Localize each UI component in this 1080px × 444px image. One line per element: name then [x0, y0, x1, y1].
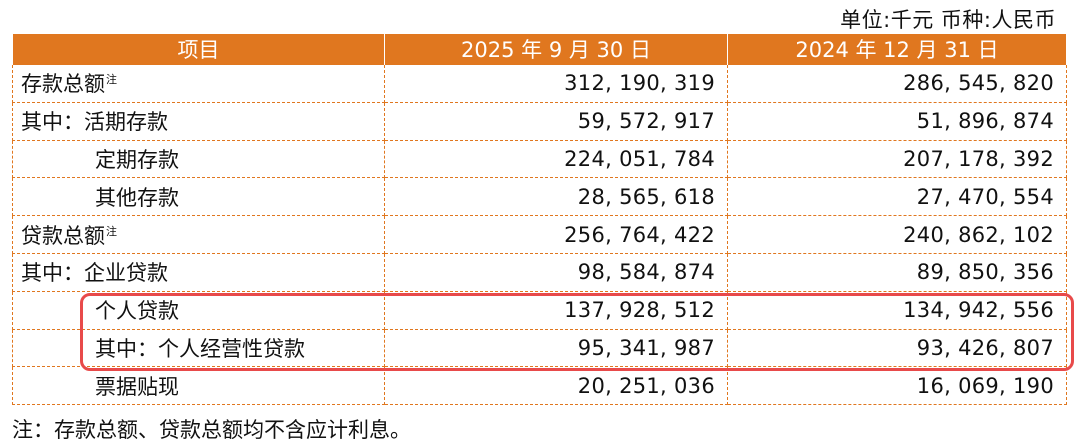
table-header-row: 项目 2025 年 9 月 30 日 2024 年 12 月 31 日: [12, 34, 1067, 65]
value-2024: 27, 470, 554: [727, 177, 1067, 217]
row-label: 其中：企业贷款: [12, 252, 385, 292]
row-label: 其他存款: [12, 177, 385, 217]
header-item: 项目: [12, 34, 385, 65]
table-row: 其中：企业贷款 98, 584, 874 89, 850, 356: [12, 252, 1067, 292]
row-label: 其中：个人经营性贷款: [12, 328, 385, 368]
header-2025-09-30: 2025 年 9 月 30 日: [384, 34, 728, 65]
row-label: 个人贷款: [12, 290, 385, 330]
value-2024: 89, 850, 356: [727, 252, 1067, 292]
value-2024: 16, 069, 190: [727, 366, 1067, 406]
table-row: 个人贷款 137, 928, 512 134, 942, 556: [12, 290, 1067, 330]
value-2024: 286, 545, 820: [727, 64, 1067, 103]
footnote: 注：存款总额、贷款总额均不含应计利息。: [12, 418, 411, 442]
value-2025: 98, 584, 874: [384, 252, 728, 292]
value-2025: 224, 051, 784: [384, 139, 728, 179]
unit-currency-note: 单位:千元 币种:人民币: [840, 8, 1056, 32]
table-row: 贷款总额注 256, 764, 422 240, 862, 102: [12, 215, 1067, 254]
header-2024-12-31: 2024 年 12 月 31 日: [727, 34, 1067, 65]
table-row: 票据贴现 20, 251, 036 16, 069, 190: [12, 366, 1067, 406]
value-2025: 20, 251, 036: [384, 366, 728, 406]
row-label: 其中：活期存款: [12, 101, 385, 141]
value-2025: 95, 341, 987: [384, 328, 728, 368]
table-row: 其中：活期存款 59, 572, 917 51, 896, 874: [12, 101, 1067, 141]
deposits-loans-table: 项目 2025 年 9 月 30 日 2024 年 12 月 31 日 存款总额…: [12, 34, 1067, 406]
table-row: 定期存款 224, 051, 784 207, 178, 392: [12, 139, 1067, 179]
row-label: 票据贴现: [12, 366, 385, 406]
row-label: 存款总额注: [12, 64, 385, 103]
row-label-text: 存款总额: [21, 72, 105, 97]
table-row: 其中：个人经营性贷款 95, 341, 987 93, 426, 807: [12, 328, 1067, 368]
row-label-text: 贷款总额: [21, 223, 105, 248]
value-2024: 93, 426, 807: [727, 328, 1067, 368]
value-2024: 134, 942, 556: [727, 290, 1067, 330]
note-marker: 注: [106, 73, 117, 87]
value-2024: 51, 896, 874: [727, 101, 1067, 141]
value-2025: 28, 565, 618: [384, 177, 728, 217]
value-2025: 312, 190, 319: [384, 64, 728, 103]
value-2025: 137, 928, 512: [384, 290, 728, 330]
row-label: 定期存款: [12, 139, 385, 179]
value-2025: 256, 764, 422: [384, 215, 728, 254]
table-row: 其他存款 28, 565, 618 27, 470, 554: [12, 177, 1067, 217]
value-2024: 240, 862, 102: [727, 215, 1067, 254]
note-marker: 注: [106, 224, 117, 238]
table-row: 存款总额注 312, 190, 319 286, 545, 820: [12, 64, 1067, 103]
value-2025: 59, 572, 917: [384, 101, 728, 141]
value-2024: 207, 178, 392: [727, 139, 1067, 179]
row-label: 贷款总额注: [12, 215, 385, 254]
